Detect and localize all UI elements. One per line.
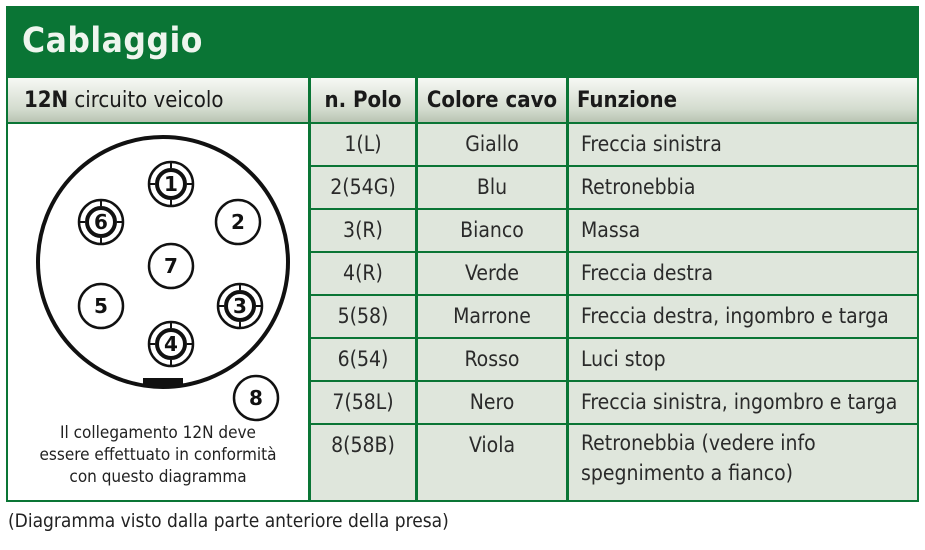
- row-colore: Verde: [418, 253, 566, 294]
- pin-label: 7: [164, 254, 178, 278]
- note-line: con questo diagramma: [69, 467, 247, 487]
- funzione-value: Luci stop: [581, 347, 666, 371]
- row-funzione: Freccia destra: [569, 253, 917, 294]
- funzione-value: Freccia destra, ingombro e targa: [581, 304, 889, 328]
- colore-value: Viola: [468, 433, 516, 457]
- row-funzione: Freccia sinistra: [569, 124, 917, 165]
- row-polo: 6(54): [311, 339, 415, 380]
- row-colore: Rosso: [418, 339, 566, 380]
- row-polo: 2(54G): [311, 167, 415, 208]
- connector-diagram: 1 2 3 4 5 6 7 8: [36, 135, 290, 422]
- note-line: essere effettuato in conformità: [39, 445, 277, 465]
- pin-label: 2: [231, 210, 245, 234]
- colore-value: Bianco: [460, 218, 524, 242]
- pin-8: 8: [232, 374, 280, 422]
- column-header-colore: Colore cavo: [418, 78, 566, 122]
- socket-outline: [36, 135, 290, 389]
- polo-value: 4(R): [343, 261, 383, 285]
- note-line: Il collegamento 12N deve: [60, 423, 256, 443]
- row-colore: Viola: [418, 425, 566, 500]
- row-polo: 7(58L): [311, 382, 415, 423]
- row-colore: Marrone: [418, 296, 566, 337]
- pin-2: 2: [214, 198, 262, 246]
- funzione-value: Freccia sinistra, ingombro e targa: [581, 390, 898, 414]
- colore-value: Marrone: [453, 304, 531, 328]
- colore-value: Nero: [469, 390, 515, 414]
- row-polo: 5(58): [311, 296, 415, 337]
- polo-value: 3(R): [343, 218, 383, 242]
- funzione-value-2: spegnimento a fianco): [581, 461, 794, 485]
- pin-5: 5: [77, 282, 125, 330]
- row-funzione: Freccia sinistra, ingombro e targa: [569, 382, 917, 423]
- left-header-bold: 12N: [24, 88, 69, 113]
- funzione-value: Freccia sinistra: [581, 132, 722, 156]
- column-header-funzione: Funzione: [569, 78, 917, 122]
- colore-value: Verde: [465, 261, 519, 285]
- pin-label: 1: [164, 172, 178, 196]
- pin-4: 4: [147, 320, 195, 368]
- pin-1: 1: [147, 160, 195, 208]
- funzione-value: Retronebbia (vedere info: [581, 431, 816, 455]
- funzione-value: Retronebbia: [581, 175, 696, 199]
- pin-label: 4: [164, 332, 178, 356]
- colore-value: Blu: [476, 175, 508, 199]
- colore-value: Giallo: [465, 132, 519, 156]
- row-colore: Blu: [418, 167, 566, 208]
- row-polo: 8(58B): [311, 425, 415, 500]
- polo-value: 1(L): [344, 132, 382, 156]
- pin-label: 8: [249, 386, 263, 410]
- row-polo: 4(R): [311, 253, 415, 294]
- row-polo: 1(L): [311, 124, 415, 165]
- pin-label: 5: [94, 294, 108, 318]
- row-polo: 3(R): [311, 210, 415, 251]
- diagram-note: Il collegamento 12N deve essere effettua…: [8, 422, 308, 488]
- row-funzione: Luci stop: [569, 339, 917, 380]
- caption: (Diagramma visto dalla parte anteriore d…: [8, 510, 449, 532]
- column-header-polo: n. Polo: [311, 78, 415, 122]
- funzione-value: Massa: [581, 218, 641, 242]
- left-header: 12N circuito veicolo: [8, 78, 308, 122]
- row-funzione: Massa: [569, 210, 917, 251]
- row-colore: Giallo: [418, 124, 566, 165]
- polo-value: 5(58): [337, 304, 389, 328]
- polo-value: 8(58B): [331, 433, 395, 457]
- row-colore: Nero: [418, 382, 566, 423]
- left-header-rest: circuito veicolo: [68, 88, 224, 113]
- connector-panel: 1 2 3 4 5 6 7 8: [8, 124, 308, 500]
- socket-key: [143, 378, 183, 386]
- funzione-value: Freccia destra: [581, 261, 714, 285]
- polo-value: 2(54G): [330, 175, 396, 199]
- row-colore: Bianco: [418, 210, 566, 251]
- page-title: Cablaggio: [22, 21, 203, 61]
- pin-3: 3: [216, 282, 264, 330]
- polo-value: 6(54): [337, 347, 389, 371]
- pin-label: 3: [233, 294, 247, 318]
- row-funzione: Retronebbia: [569, 167, 917, 208]
- row-funzione: Freccia destra, ingombro e targa: [569, 296, 917, 337]
- pin-7: 7: [147, 242, 195, 290]
- row-funzione: Retronebbia (vedere info spegnimento a fi…: [569, 425, 917, 500]
- polo-value: 7(58L): [332, 390, 394, 414]
- pin-label: 6: [94, 210, 108, 234]
- colore-value: Rosso: [464, 347, 520, 371]
- pin-6: 6: [77, 198, 125, 246]
